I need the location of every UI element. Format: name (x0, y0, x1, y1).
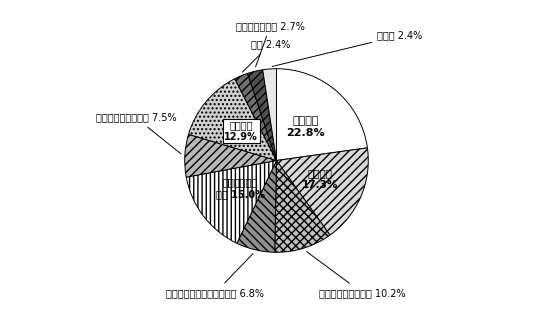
Text: 職親 2.4%: 職親 2.4% (242, 39, 290, 72)
Text: 通院医療費公費負担 10.2%: 通院医療費公費負担 10.2% (306, 252, 405, 298)
Text: 無回答 2.4%: 無回答 2.4% (272, 31, 422, 66)
Wedge shape (276, 148, 368, 235)
Text: 作業所・授産
施設 15.0%: 作業所・授産 施設 15.0% (216, 178, 264, 199)
Text: 障害年金
22.8%: 障害年金 22.8% (286, 117, 325, 138)
Wedge shape (185, 134, 276, 177)
Text: どれもしらない 2.7%: どれもしらない 2.7% (236, 21, 305, 67)
Wedge shape (275, 160, 330, 252)
Text: 生活保護
17.3%: 生活保護 17.3% (302, 169, 338, 190)
Text: 授産業・福祉ホーム 7.5%: 授産業・福祉ホーム 7.5% (96, 113, 181, 154)
Wedge shape (263, 69, 276, 160)
Text: 共同住宅・グループホーム 6.8%: 共同住宅・グループホーム 6.8% (166, 254, 264, 298)
Wedge shape (235, 74, 276, 160)
Text: デイケア
12.9%: デイケア 12.9% (225, 120, 258, 142)
Wedge shape (186, 160, 276, 243)
Wedge shape (237, 160, 276, 252)
Wedge shape (276, 69, 367, 160)
Wedge shape (248, 70, 276, 160)
Wedge shape (189, 79, 276, 160)
